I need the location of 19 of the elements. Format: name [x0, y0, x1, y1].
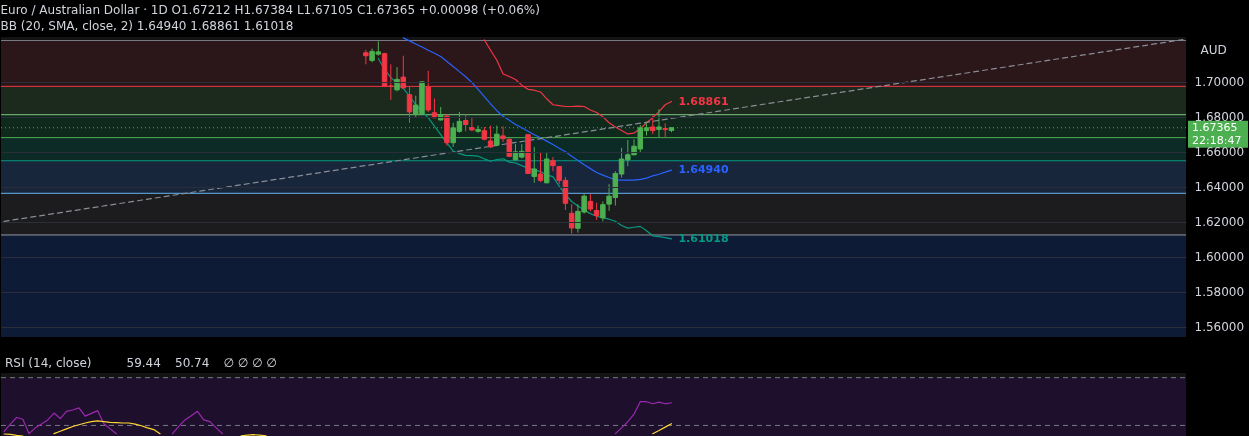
y-axis-title: AUD: [1200, 42, 1227, 57]
data-label: 1.64940: [678, 163, 729, 177]
chart-subtitle: BB (20, SMA, close, 2) 1.64940 1.68861 1.61018: [0, 19, 294, 33]
y-tick-label: 1.62000: [1194, 215, 1245, 230]
y-tick-label: 1.70000: [1194, 75, 1245, 90]
data-label: 1.68861: [678, 94, 729, 108]
text: 59.44: [126, 356, 161, 370]
text: 50.74: [175, 356, 210, 370]
y-tick-label: 1.60000: [1194, 250, 1245, 265]
chart-title: RSI (14, close): [5, 356, 92, 370]
chart-title: Euro / Australian Dollar · 1D O1.67212 H1.67384 L1.67105 C1.67365 +0.00098 (+0.06%): [0, 3, 540, 17]
data-label: 1.61018: [678, 231, 729, 245]
ref-line-label: 1.67365: [1192, 120, 1238, 134]
y-tick-label: 1.56000: [1194, 320, 1245, 335]
y-tick-label: 1.64000: [1194, 180, 1245, 195]
text: 22:18:47: [1192, 133, 1242, 147]
text: ∅ ∅ ∅ ∅: [223, 356, 277, 370]
y-tick-label: 1.58000: [1194, 285, 1245, 300]
y-tick-label: 1.66000: [1194, 145, 1245, 160]
